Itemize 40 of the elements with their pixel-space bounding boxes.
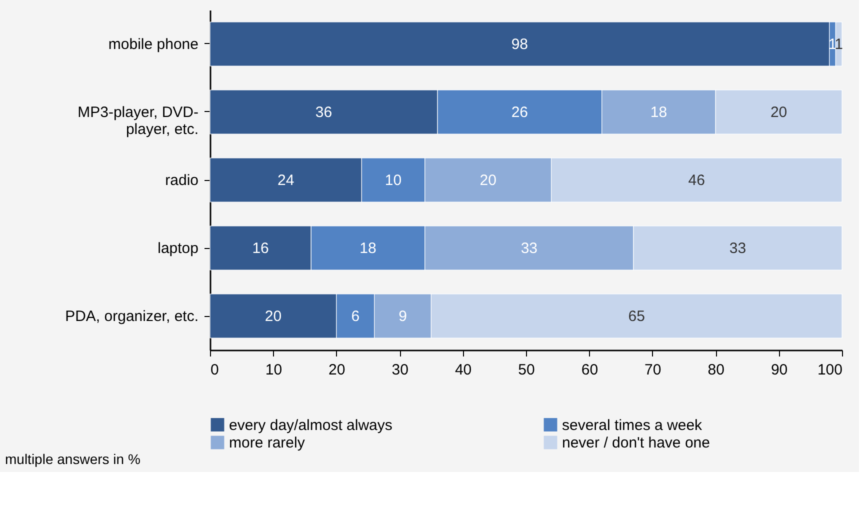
data-label: 18 bbox=[650, 104, 668, 121]
data-label: 46 bbox=[688, 172, 705, 189]
data-label: 20 bbox=[770, 104, 788, 121]
data-label: 98 bbox=[511, 36, 528, 53]
x-tick-label: 30 bbox=[392, 362, 408, 378]
x-tick-label: 90 bbox=[770, 362, 788, 378]
legend-label: several times a week bbox=[562, 416, 703, 434]
data-label: 1 bbox=[834, 36, 844, 53]
data-label: 65 bbox=[628, 308, 645, 325]
data-label: 24 bbox=[277, 172, 294, 189]
data-label: 33 bbox=[729, 240, 746, 257]
data-label: 20 bbox=[480, 172, 496, 189]
y-tick-label: laptop bbox=[158, 240, 198, 257]
data-label: 16 bbox=[252, 240, 269, 257]
x-tick-label: 50 bbox=[518, 362, 535, 378]
data-label: 1 bbox=[828, 36, 837, 53]
legend-label: every day/almost always bbox=[229, 416, 392, 434]
data-label: 26 bbox=[511, 104, 528, 121]
data-label: 20 bbox=[264, 308, 282, 325]
y-tick-label: MP3-player, DVD-player, etc. bbox=[78, 104, 198, 138]
x-tick-label: 20 bbox=[328, 362, 346, 378]
x-tick-label: 0 bbox=[210, 362, 219, 378]
x-tick-label: 60 bbox=[581, 362, 598, 378]
data-label: 10 bbox=[384, 172, 402, 189]
x-tick-label: 70 bbox=[644, 362, 662, 378]
text: multiple answers in % bbox=[5, 451, 140, 467]
legend-label: never / don't have one bbox=[562, 434, 710, 452]
x-tick-label: 10 bbox=[265, 362, 282, 378]
data-label: 33 bbox=[520, 240, 538, 257]
y-tick-label: radio bbox=[165, 172, 198, 189]
data-label: 6 bbox=[351, 308, 360, 325]
data-label: 36 bbox=[315, 104, 332, 121]
data-label: 9 bbox=[398, 308, 407, 325]
data-label: 18 bbox=[360, 240, 376, 257]
y-tick-label: mobile phone bbox=[108, 36, 198, 53]
x-tick-label: 100 bbox=[817, 362, 842, 378]
legend-label: more rarely bbox=[229, 434, 306, 452]
x-tick-label: 80 bbox=[708, 362, 724, 378]
x-tick-label: 40 bbox=[454, 362, 472, 378]
y-tick-label: PDA, organizer, etc. bbox=[65, 308, 198, 325]
